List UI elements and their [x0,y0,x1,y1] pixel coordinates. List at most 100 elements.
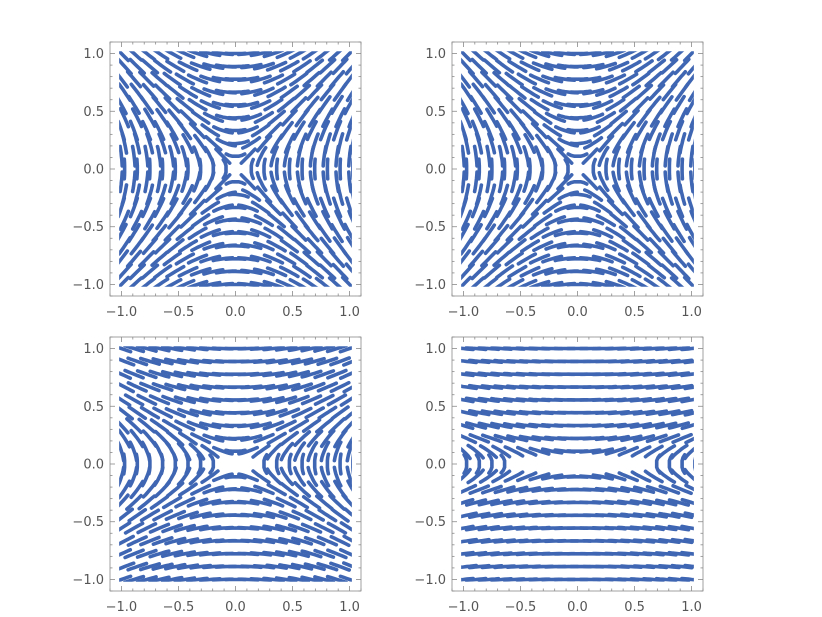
stream-dash [287,575,311,582]
stream-dash [520,239,541,254]
stream-dash [288,51,307,60]
stream-dash [292,237,312,255]
stream-dash [119,119,127,142]
stream-dash [485,107,499,128]
stream-dash [535,133,550,154]
stream-dash [591,157,597,181]
stream-dash [224,448,247,453]
stream-dash [281,108,298,127]
stream-dash [119,396,132,407]
stream-dash [129,479,145,500]
stream-dash [204,135,223,152]
y-tick-label: 0.0 [425,163,446,178]
stream-dash [253,241,275,252]
stream-dash [339,396,352,407]
stream-dash [464,524,488,532]
stream-dash [164,382,187,392]
stream-dash [637,170,645,194]
stream-dash [292,120,306,141]
stream-dash [303,535,326,547]
stream-dash [347,115,352,129]
stream-dash [582,112,605,122]
stream-dash [569,114,593,120]
stream-dash [632,224,650,242]
stream-dash [202,485,225,495]
stream-dash [319,479,336,499]
stream-dash [461,433,478,445]
stream-dash [592,123,613,138]
stream-dash [517,278,538,287]
stream-dash [669,276,685,287]
stream-dash [494,51,512,61]
stream-dash [294,210,310,230]
stream-dash [305,58,325,75]
stream-dash [125,249,143,268]
stream-dash [119,82,132,102]
stream-dash [143,144,150,168]
stream-dash [177,60,199,73]
y-tick-label: 0.5 [83,400,104,415]
stream-dash [153,120,166,142]
stream-dash [464,421,488,430]
stream-dash [276,225,296,242]
stream-dash [634,237,654,255]
streamlines [461,346,694,582]
stream-dash [269,145,279,168]
stream-dash [604,51,627,59]
stream-dash [181,184,194,205]
stream-dash [289,71,309,87]
stream-dash [204,186,223,203]
stream-dash [620,120,636,141]
stream-dash [292,83,312,101]
stream-dash [325,452,331,476]
stream-dash [683,467,694,482]
stream-dash [620,485,643,494]
stream-dash [152,277,170,287]
stream-dash [330,507,350,523]
x-tick-label: 1.0 [681,600,702,615]
stream-dash [236,229,260,238]
stream-dash [164,509,187,521]
stream-dash [656,51,673,62]
x-tick-label: 0.5 [624,305,645,320]
stream-dash [604,446,627,456]
stream-dash [617,252,639,266]
stream-dash [667,421,691,430]
stream-dash [263,226,284,241]
stream-dash [281,211,298,230]
stream-dash [591,254,614,264]
stream-dash [123,368,145,380]
stream-dash [582,216,605,226]
stream-dash [578,100,602,109]
stream-dash [338,548,352,557]
stream-dash [678,132,687,155]
stream-dash [186,253,209,265]
stream-dash [249,74,272,84]
stream-dash [505,96,523,114]
stream-dash [343,507,352,517]
stream-dash [680,550,694,556]
stream-dash [321,170,328,194]
y-tick-label: 0.5 [425,105,446,120]
stream-dash [174,252,196,266]
stream-dash [265,358,289,365]
stream-dash [645,433,668,444]
stream-dash [262,453,269,475]
stream-dash [143,170,150,194]
stream-dash [506,51,525,60]
stream-dash [480,511,504,519]
stream-dash [265,266,288,278]
stream-dash [128,57,146,75]
stream-dash [275,72,297,86]
stream-dash [313,346,336,353]
stream-plot-panel-1: −1.0 −0.5 0.0 0.5 1.0 −1.0 −0.5 0.0 0.5 1.0 [72,41,362,320]
stream-dash [177,197,193,218]
stream-dash [119,209,131,231]
stream-dash [130,107,144,129]
stream-dash [667,498,691,507]
stream-dash [313,369,336,380]
stream-dash [249,421,272,430]
stream-dash [253,484,275,496]
stream-dash [275,419,297,432]
stream-dash [119,73,130,89]
